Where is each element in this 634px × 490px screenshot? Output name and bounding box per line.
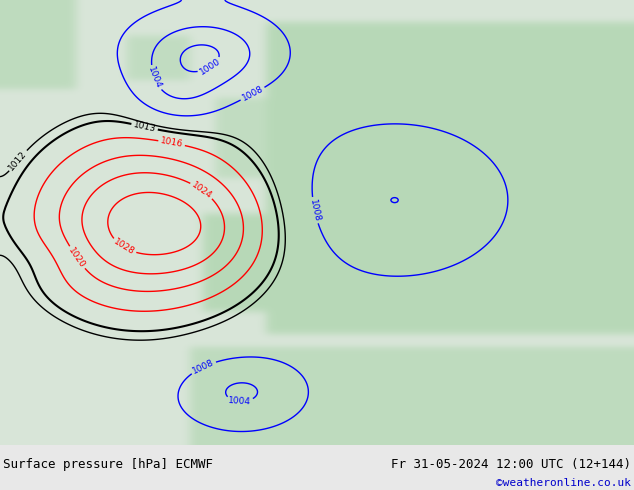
Text: 1013: 1013 (133, 120, 157, 134)
Text: 1008: 1008 (191, 358, 216, 376)
Text: 1000: 1000 (198, 57, 223, 77)
Text: 1004: 1004 (146, 66, 163, 90)
Text: 1016: 1016 (160, 137, 184, 149)
Text: 1004: 1004 (228, 396, 252, 407)
Text: 1024: 1024 (190, 180, 214, 200)
Text: Fr 31-05-2024 12:00 UTC (12+144): Fr 31-05-2024 12:00 UTC (12+144) (391, 458, 631, 470)
Text: 1012: 1012 (7, 149, 29, 172)
Text: ©weatheronline.co.uk: ©weatheronline.co.uk (496, 478, 631, 488)
Text: 1020: 1020 (67, 245, 87, 270)
Text: Surface pressure [hPa] ECMWF: Surface pressure [hPa] ECMWF (3, 458, 213, 470)
Text: 1008: 1008 (240, 84, 265, 103)
Text: 1028: 1028 (112, 237, 136, 257)
Text: 1008: 1008 (308, 198, 321, 222)
